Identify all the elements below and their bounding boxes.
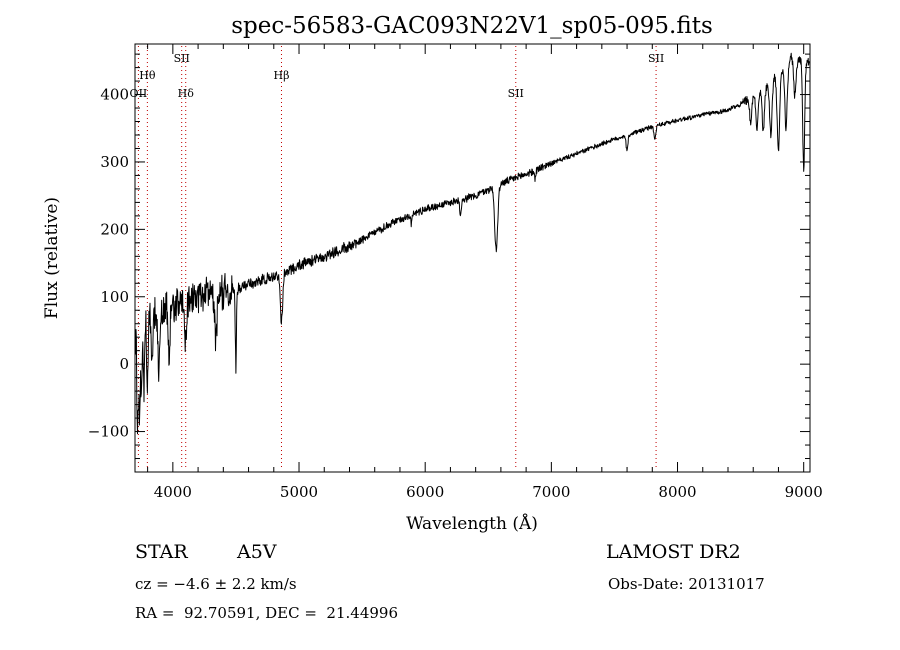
line-markers: Hθ OII SII Hδ Hβ SII SII	[130, 46, 664, 470]
y-tick-label: 0	[119, 355, 129, 373]
line-marker-label: Hδ	[178, 87, 195, 100]
line-marker-label: Hθ	[139, 69, 156, 82]
y-tick-label: −100	[88, 423, 129, 441]
x-tick-label: 8000	[658, 483, 696, 501]
y-tick-label: 300	[100, 153, 129, 171]
object-subclass: A5V	[237, 541, 277, 563]
line-marker-label: OII	[130, 87, 148, 100]
object-class: STAR	[135, 541, 188, 563]
plot-frame	[134, 43, 811, 473]
chart-title: spec-56583-GAC093N22V1_sp05-095.fits	[231, 13, 713, 39]
line-marker-label: SII	[174, 52, 190, 65]
x-tick-label: 5000	[280, 483, 318, 501]
line-marker-label: SII	[508, 87, 524, 100]
survey-name: LAMOST DR2	[606, 541, 741, 563]
x-tick-label: 6000	[406, 483, 444, 501]
spectrum-line	[134, 52, 811, 435]
redshift-text: cz = −4.6 ± 2.2 km/s	[135, 575, 297, 593]
line-marker-label: SII	[648, 52, 664, 65]
x-tick-label: 9000	[785, 483, 823, 501]
x-tick-labels: 4000 5000 6000 7000 8000 9000	[154, 483, 823, 501]
y-tick-label: 200	[100, 220, 129, 238]
obs-date-text: Obs-Date: 20131017	[608, 575, 765, 593]
x-axis-label: Wavelength (Å)	[406, 513, 538, 534]
line-marker-label: Hβ	[274, 69, 290, 82]
y-tick-label: 100	[100, 288, 129, 306]
x-tick-label: 4000	[154, 483, 192, 501]
coords-text: RA = 92.70591, DEC = 21.44996	[135, 604, 399, 622]
x-tick-label: 7000	[532, 483, 570, 501]
y-axis-label: Flux (relative)	[42, 197, 62, 319]
y-tick-label: 400	[100, 86, 129, 104]
y-tick-labels: −100 0 100 200 300 400	[88, 86, 129, 441]
axis-ticks	[135, 44, 810, 472]
